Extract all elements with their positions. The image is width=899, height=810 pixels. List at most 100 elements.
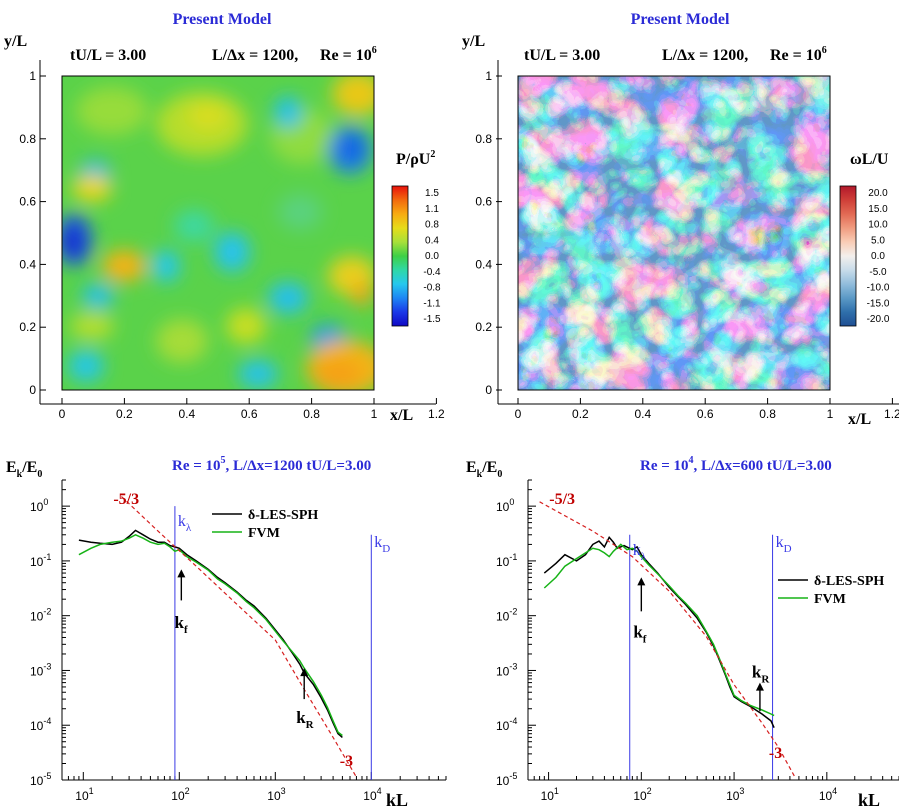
vorticity-ylabel: y/L xyxy=(462,33,485,50)
y-tick-label: 1 xyxy=(485,69,492,83)
x-tick-label: 101 xyxy=(75,786,93,803)
pressure-time-label: tU/L = 3.00 xyxy=(70,47,146,64)
colorbar-tick-label: 0.0 xyxy=(425,251,439,262)
y-tick-label: 0.4 xyxy=(19,257,36,271)
y-tick-label: 10-3 xyxy=(496,661,517,678)
y-tick-label: 1 xyxy=(29,69,36,83)
y-tick-label: 10-5 xyxy=(496,771,517,788)
colorbar-tick-label: -0.8 xyxy=(423,283,441,294)
wavenumber-annotation: kf xyxy=(175,613,188,636)
x-tick-label: 1 xyxy=(827,407,834,421)
pressure-field xyxy=(62,76,374,390)
pressure-colorbar-label: P/ρU2 xyxy=(396,149,435,168)
x-tick-label: 0.2 xyxy=(116,407,133,421)
y-tick-label: 100 xyxy=(30,497,48,514)
x-tick-label: 0.4 xyxy=(634,407,651,421)
spectrum-re1e5-title: Re = 105, L/Δx=1200 tU/L=3.00 xyxy=(172,455,371,474)
x-tick-label: 0.6 xyxy=(241,407,258,421)
x-tick-label: 0.8 xyxy=(759,407,776,421)
pressure-re-label: Re = 106 xyxy=(320,45,377,64)
spectrum-legend: δ-LES-SPH FVM xyxy=(212,508,318,541)
y-tick-label: 0.2 xyxy=(475,320,492,334)
y-tick-label: 0.8 xyxy=(475,132,492,146)
x-tick-label: 1.2 xyxy=(428,407,445,421)
legend-label: FVM xyxy=(248,526,280,541)
y-tick-label: 10-4 xyxy=(30,716,51,733)
x-tick-label: 1.2 xyxy=(884,407,899,421)
wavenumber-annotation: kR xyxy=(296,708,314,731)
pressure-title: Present Model xyxy=(173,11,272,28)
x-tick-label: 0 xyxy=(515,407,522,421)
slope-label: -5/3 xyxy=(549,491,575,508)
x-tick-label: 101 xyxy=(541,786,559,803)
y-tick-label: 10-5 xyxy=(30,771,51,788)
colorbar-tick-label: 1.1 xyxy=(425,204,439,215)
y-tick-label: 10-4 xyxy=(496,716,517,733)
colorbar-tick-label: -15.0 xyxy=(867,298,890,309)
x-tick-label: 104 xyxy=(363,786,381,803)
y-tick-label: 100 xyxy=(496,497,514,514)
spectrum-series-layer xyxy=(539,501,796,780)
slope-label: -3 xyxy=(340,753,353,770)
colorbar-tick-label: 20.0 xyxy=(868,188,888,199)
y-tick-label: 10-2 xyxy=(30,607,51,624)
y-tick-label: 10-3 xyxy=(30,661,51,678)
k-lambda-label: kλ xyxy=(178,513,192,534)
vorticity-time-label: tU/L = 3.00 xyxy=(524,47,600,64)
spectrum-re1e5-panel: Ek/E0 Re = 105, L/Δx=1200 tU/L=3.00 kL 1… xyxy=(6,455,447,810)
pressure-plot-frame xyxy=(61,75,375,391)
annotation-arrowhead xyxy=(300,668,309,677)
vorticity-axes xyxy=(497,60,899,405)
spectrum-re1e4-panel: Ek/E0 Re = 104, L/Δx=600 tU/L=3.00 kL 10… xyxy=(466,455,899,810)
x-tick-label: 0.4 xyxy=(178,407,195,421)
vorticity-field xyxy=(518,76,830,390)
x-tick-label: 0 xyxy=(59,407,66,421)
y-tick-label: 0.6 xyxy=(19,195,36,209)
pressure-axes xyxy=(39,60,436,405)
k-lambda-label: kλ xyxy=(633,542,647,563)
colorbar-tick-label: 0.0 xyxy=(871,251,885,262)
spectrum-re1e5-ylabel: Ek/E0 xyxy=(6,459,42,480)
pressure-axis-ticks: 0 0.2 0.4 0.6 0.8 1 1.2 0 0.2 0.4 0.6 0.8 1 xyxy=(19,69,445,421)
vorticity-colorbar-ticks: 20.0 15.0 10.0 5.0 0.0 -5.0 -10.0 -15.0 -20.0 xyxy=(867,188,890,325)
x-tick-label: 1 xyxy=(371,407,378,421)
y-tick-label: 0 xyxy=(485,383,492,397)
x-tick-label: 103 xyxy=(726,786,744,803)
pressure-colorbar xyxy=(391,185,409,327)
spectrum-re1e5-plot: 101 102 103 104 100 10-1 10-2 10-3 10-4 10-5 kλ kD -… xyxy=(30,479,447,803)
colorbar-tick-label: 0.8 xyxy=(425,220,439,231)
pressure-colorbar-ticks: 1.5 1.1 0.8 0.4 0.0 -0.4 -0.8 -1.1 -1.5 xyxy=(423,188,441,325)
vorticity-re-label: Re = 106 xyxy=(770,45,827,64)
spectrum-re1e4-title: Re = 104, L/Δx=600 tU/L=3.00 xyxy=(640,455,832,474)
colorbar-tick-label: -5.0 xyxy=(869,267,887,278)
colorbar-tick-label: -0.4 xyxy=(423,267,441,278)
pressure-resolution-label: L/Δx = 1200, xyxy=(212,47,298,64)
fvm-series-line xyxy=(78,533,343,737)
pressure-ylabel: y/L xyxy=(4,33,27,50)
spectrum-legend: δ-LES-SPH FVM xyxy=(778,574,884,607)
spectrum-re1e5-xlabel: kL xyxy=(386,790,408,810)
reference-slope-line xyxy=(539,501,796,777)
slope-label: -3 xyxy=(769,745,782,762)
vorticity-title: Present Model xyxy=(631,11,730,28)
reference-slope-line xyxy=(121,496,357,778)
vorticity-xlabel: x/L xyxy=(848,411,871,428)
x-tick-label: 0.8 xyxy=(303,407,320,421)
x-tick-label: 102 xyxy=(171,786,189,803)
y-tick-label: 0 xyxy=(29,383,36,397)
vorticity-resolution-label: L/Δx = 1200, xyxy=(662,47,748,64)
annotation-arrowhead xyxy=(177,569,186,578)
spectrum-re1e4-ylabel: Ek/E0 xyxy=(466,459,502,480)
annotation-arrowhead xyxy=(755,682,764,691)
vorticity-panel: Present Model tU/L = 3.00 L/Δx = 1200, R… xyxy=(462,11,899,428)
y-tick-label: 0.8 xyxy=(19,132,36,146)
x-tick-label: 0.2 xyxy=(572,407,589,421)
slope-label: -5/3 xyxy=(113,491,139,508)
y-tick-label: 0.4 xyxy=(475,257,492,271)
y-tick-label: 10-1 xyxy=(496,552,517,569)
y-tick-label: 0.6 xyxy=(475,195,492,209)
colorbar-tick-label: -20.0 xyxy=(867,314,890,325)
vorticity-plot-frame xyxy=(517,75,831,391)
y-tick-label: 0.2 xyxy=(19,320,36,334)
